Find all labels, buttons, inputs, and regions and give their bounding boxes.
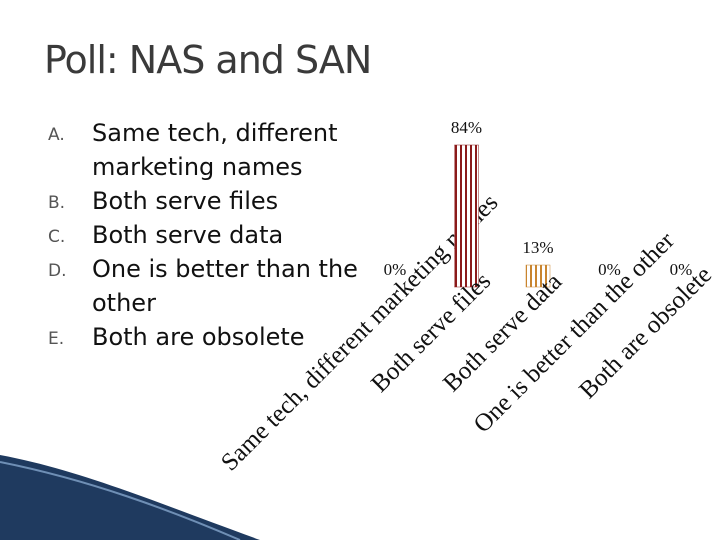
option-text: Same tech, different marketing names [92, 119, 338, 181]
slide-title: Poll: NAS and SAN [44, 38, 372, 82]
option: E. Both are obsolete [48, 320, 362, 354]
option-letter: C. [48, 227, 66, 247]
bar [525, 264, 551, 288]
option-text: Both serve data [92, 221, 284, 249]
category-label: Both are obsolete [574, 261, 717, 404]
option-letter: E. [48, 329, 65, 349]
option: A. Same tech, different marketing names [48, 116, 362, 184]
option-letter: D. [48, 261, 67, 281]
option: B. Both serve files [48, 184, 362, 218]
value-label: 0% [384, 260, 407, 279]
option: C. Both serve data [48, 218, 362, 252]
option-text: One is better than the other [92, 255, 358, 317]
option-letter: B. [48, 193, 66, 213]
option-text: Both serve files [92, 187, 279, 215]
option-letter: A. [48, 125, 65, 145]
value-label: 0% [670, 260, 693, 279]
option-text: Both are obsolete [92, 323, 305, 351]
option: D. One is better than the other [48, 252, 362, 320]
value-label: 0% [598, 260, 621, 279]
value-label: 84% [451, 118, 482, 137]
bar [454, 144, 479, 288]
option-list: A. Same tech, different marketing names B.… [48, 116, 362, 354]
decoration [0, 461, 241, 540]
value-label: 13% [522, 238, 553, 257]
